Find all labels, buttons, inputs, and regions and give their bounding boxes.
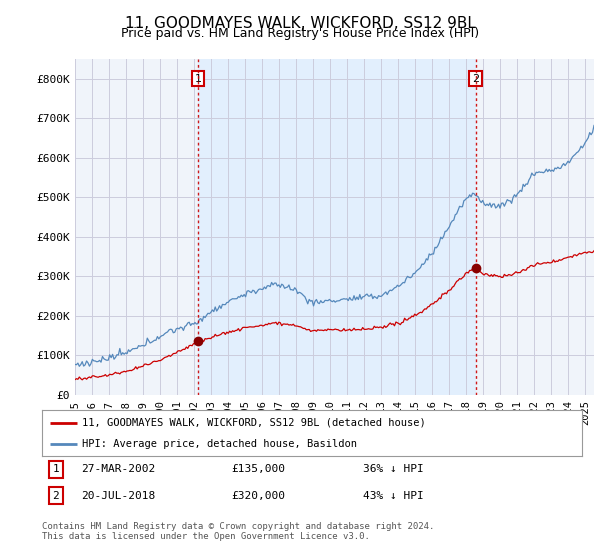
Bar bbox=[198, 59, 476, 395]
Text: 2: 2 bbox=[52, 491, 59, 501]
Text: 36% ↓ HPI: 36% ↓ HPI bbox=[363, 464, 424, 474]
Text: 2: 2 bbox=[472, 73, 479, 83]
Text: 11, GOODMAYES WALK, WICKFORD, SS12 9BL (detached house): 11, GOODMAYES WALK, WICKFORD, SS12 9BL (… bbox=[83, 418, 426, 428]
Text: 11, GOODMAYES WALK, WICKFORD, SS12 9BL: 11, GOODMAYES WALK, WICKFORD, SS12 9BL bbox=[125, 16, 475, 31]
Text: Contains HM Land Registry data © Crown copyright and database right 2024.
This d: Contains HM Land Registry data © Crown c… bbox=[42, 522, 434, 542]
Text: HPI: Average price, detached house, Basildon: HPI: Average price, detached house, Basi… bbox=[83, 439, 358, 449]
Text: £320,000: £320,000 bbox=[231, 491, 285, 501]
Text: Price paid vs. HM Land Registry's House Price Index (HPI): Price paid vs. HM Land Registry's House … bbox=[121, 27, 479, 40]
Text: 27-MAR-2002: 27-MAR-2002 bbox=[81, 464, 155, 474]
Text: £135,000: £135,000 bbox=[231, 464, 285, 474]
Text: 1: 1 bbox=[52, 464, 59, 474]
Text: 43% ↓ HPI: 43% ↓ HPI bbox=[363, 491, 424, 501]
Text: 20-JUL-2018: 20-JUL-2018 bbox=[81, 491, 155, 501]
Text: 1: 1 bbox=[194, 73, 202, 83]
